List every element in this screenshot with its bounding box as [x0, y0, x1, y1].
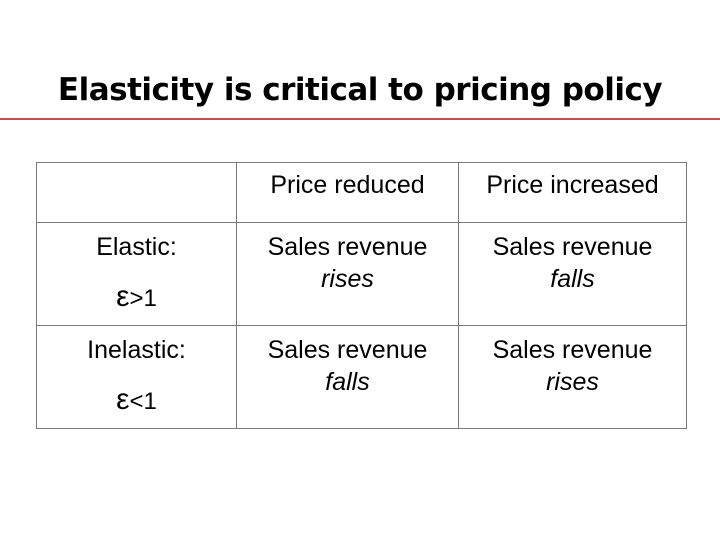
epsilon-symbol: ε	[116, 383, 130, 416]
cell-text: Sales revenue	[267, 233, 428, 261]
cell-elastic-price-increased: Sales revenue falls	[458, 222, 687, 326]
condition-text: <1	[129, 388, 157, 415]
cell-text: Sales revenue	[492, 336, 653, 364]
title-divider	[0, 118, 720, 120]
row-label-text: Elastic:	[96, 233, 177, 261]
row-label-text: Inelastic:	[87, 336, 186, 364]
table-row-elastic: Elastic: ε>1 Sales revenue rises Sales r…	[36, 222, 687, 326]
corner-cell	[36, 162, 237, 223]
condition-text: >1	[129, 285, 157, 312]
cell-outcome: falls	[325, 368, 370, 396]
elasticity-condition: ε>1	[37, 280, 236, 314]
table-row-inelastic: Inelastic: ε<1 Sales revenue falls Sales…	[36, 325, 687, 429]
column-header-price-increased: Price increased	[458, 162, 687, 223]
cell-outcome: rises	[546, 368, 599, 396]
cell-inelastic-price-reduced: Sales revenue falls	[236, 325, 459, 429]
column-header-price-reduced: Price reduced	[236, 162, 459, 223]
epsilon-symbol: ε	[116, 280, 130, 313]
elasticity-condition: ε<1	[37, 383, 236, 417]
header-row: Price reduced Price increased	[36, 162, 687, 223]
cell-outcome: rises	[321, 265, 374, 293]
elasticity-table: Price reduced Price increased Elastic: ε…	[36, 162, 687, 429]
cell-text: Sales revenue	[492, 233, 653, 261]
cell-outcome: falls	[550, 265, 595, 293]
row-label-inelastic: Inelastic: ε<1	[36, 325, 237, 429]
cell-inelastic-price-increased: Sales revenue rises	[458, 325, 687, 429]
cell-text: Sales revenue	[267, 336, 428, 364]
row-label-elastic: Elastic: ε>1	[36, 222, 237, 326]
slide-title: Elasticity is critical to pricing policy	[57, 72, 663, 108]
cell-elastic-price-reduced: Sales revenue rises	[236, 222, 459, 326]
